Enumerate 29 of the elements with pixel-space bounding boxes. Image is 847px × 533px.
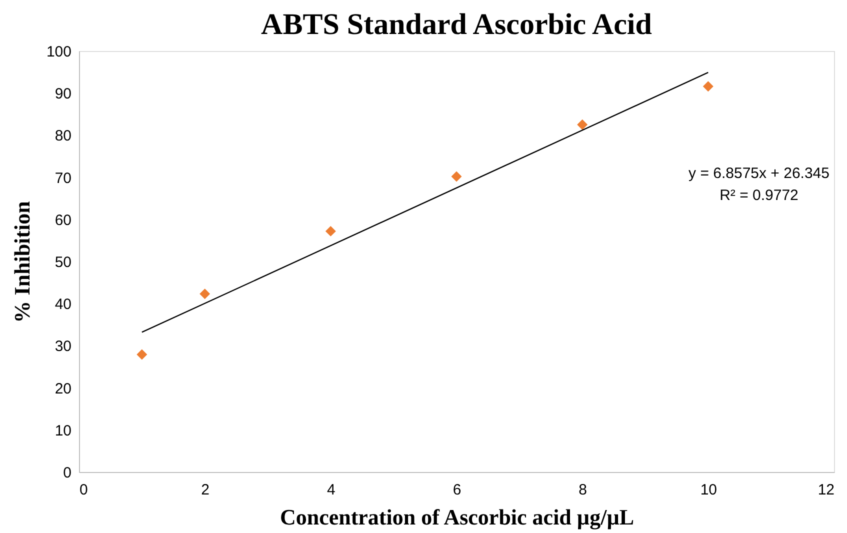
x-tick-label: 6 <box>452 482 462 498</box>
y-tick-label: 20 <box>54 380 72 398</box>
point <box>451 171 462 182</box>
x-tick-label: 10 <box>700 482 718 498</box>
y-tick-label: 100 <box>46 44 72 60</box>
y-tick-label: 70 <box>54 170 72 187</box>
y-tick-label: 80 <box>54 128 72 145</box>
annotation: R² = 0.9772 <box>720 187 798 204</box>
x-tick-label: 4 <box>326 482 336 498</box>
x-tick-label: 2 <box>201 482 210 498</box>
x-tick-label: 0 <box>80 482 88 498</box>
y-tick-label: 30 <box>54 338 72 356</box>
point <box>702 81 714 92</box>
y-tick-label: 90 <box>54 86 72 103</box>
x-axis-title: Concentration of Ascorbic acid µg/µL <box>280 504 634 530</box>
point <box>200 288 210 300</box>
y-tick-label: 0 <box>63 464 72 482</box>
y-tick-label: 40 <box>54 296 72 314</box>
y-tick-label: 10 <box>54 422 72 440</box>
y-tick-label: 50 <box>54 254 72 271</box>
y-axis-title: % Inhibition <box>9 201 34 323</box>
x-tick-label: 8 <box>578 482 588 498</box>
point <box>325 226 336 236</box>
annotation: y = 6.8575x + 26.345 <box>688 165 830 182</box>
point <box>136 349 148 360</box>
y-tick-label: 60 <box>54 212 72 229</box>
point <box>577 119 588 130</box>
x-tick-label: 12 <box>818 482 834 498</box>
chart-title: ABTS Standard Ascorbic Acid <box>261 8 652 41</box>
